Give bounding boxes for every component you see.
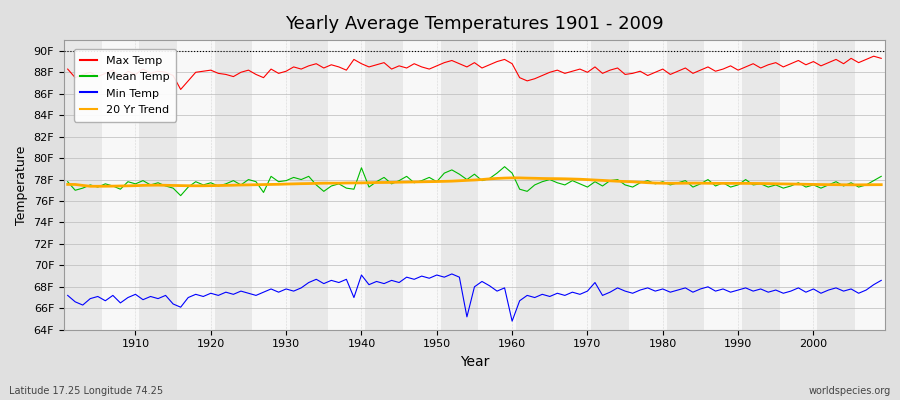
Title: Yearly Average Temperatures 1901 - 2009: Yearly Average Temperatures 1901 - 2009	[285, 15, 664, 33]
Y-axis label: Temperature: Temperature	[15, 145, 28, 225]
Bar	[591, 40, 629, 330]
Bar	[365, 40, 403, 330]
Bar	[441, 40, 478, 330]
Bar	[667, 40, 704, 330]
Bar	[177, 40, 214, 330]
X-axis label: Year: Year	[460, 355, 489, 369]
Bar	[140, 40, 177, 330]
Bar	[704, 40, 742, 330]
Bar	[855, 40, 893, 330]
Bar	[779, 40, 817, 330]
Text: worldspecies.org: worldspecies.org	[809, 386, 891, 396]
Bar	[817, 40, 855, 330]
Bar	[742, 40, 779, 330]
Text: Latitude 17.25 Longitude 74.25: Latitude 17.25 Longitude 74.25	[9, 386, 163, 396]
Bar	[290, 40, 328, 330]
Bar	[554, 40, 591, 330]
Bar	[629, 40, 667, 330]
Bar	[252, 40, 290, 330]
Bar	[403, 40, 441, 330]
Bar	[214, 40, 252, 330]
Bar	[64, 40, 102, 330]
Bar	[328, 40, 365, 330]
Bar	[478, 40, 516, 330]
Bar	[102, 40, 140, 330]
Legend: Max Temp, Mean Temp, Min Temp, 20 Yr Trend: Max Temp, Mean Temp, Min Temp, 20 Yr Tre…	[74, 48, 176, 122]
Bar	[516, 40, 554, 330]
